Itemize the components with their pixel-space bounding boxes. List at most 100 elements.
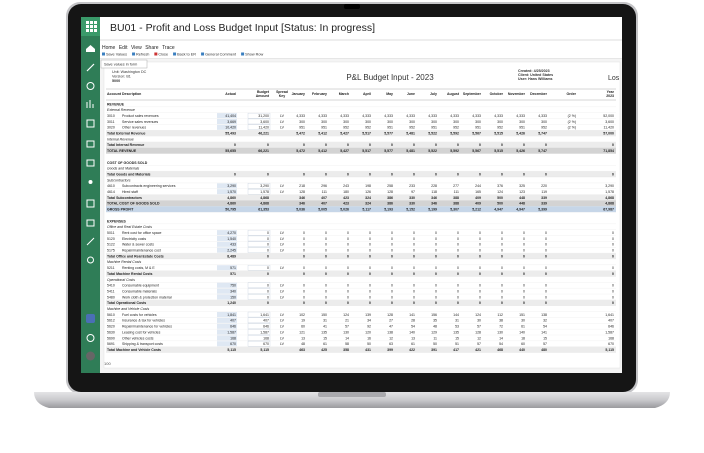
cell-value[interactable]: 952 <box>343 126 349 130</box>
cell-value[interactable]: 0 <box>413 295 415 299</box>
cell-value[interactable]: 0 <box>413 284 415 288</box>
cell-value[interactable]: 61 <box>411 342 415 346</box>
cell-value[interactable]: 0 <box>325 249 327 253</box>
input-cell[interactable] <box>247 294 271 300</box>
cell-value[interactable]: 0 <box>369 295 371 299</box>
cell-value[interactable]: 14 <box>499 336 503 340</box>
cell-value[interactable]: 300 <box>519 120 525 124</box>
cell-value[interactable]: 0 <box>457 295 459 299</box>
cell-value[interactable]: 0 <box>267 295 269 299</box>
cell-value[interactable]: 0 <box>325 266 327 270</box>
cell-value[interactable]: 670 <box>263 342 269 346</box>
cell-value[interactable]: 300 <box>409 120 415 124</box>
cell-value[interactable]: 4,333 <box>340 114 349 118</box>
cell-value[interactable]: 150 <box>321 313 327 317</box>
cell-value[interactable]: 0 <box>303 237 305 241</box>
cell-value[interactable]: 61 <box>323 342 327 346</box>
cell-value[interactable]: 0 <box>391 289 393 293</box>
input-cell[interactable] <box>247 183 271 189</box>
input-cell[interactable] <box>247 112 271 119</box>
menu-item[interactable]: Home <box>102 45 116 51</box>
toolbar-button[interactable]: Save Values <box>106 53 127 57</box>
cell-value[interactable]: 228 <box>431 184 437 188</box>
cell-value[interactable]: 0 <box>545 231 547 235</box>
toolbar-button[interactable]: Back to ER <box>177 53 196 57</box>
cell-value[interactable]: 4,333 <box>296 114 305 118</box>
menu-item[interactable]: Edit <box>119 45 128 51</box>
cell-value[interactable]: LV <box>280 330 285 334</box>
cell-value[interactable]: 0 <box>457 289 459 293</box>
input-cell[interactable] <box>247 124 271 131</box>
cell-value[interactable]: 57 <box>543 342 547 346</box>
cell-value[interactable]: 130 <box>497 330 503 334</box>
cell-value[interactable]: 138 <box>541 313 547 317</box>
cell-value[interactable]: 41 <box>323 325 327 329</box>
cell-value[interactable]: 144 <box>453 313 459 317</box>
cell-value[interactable]: 120 <box>365 330 371 334</box>
cell-value[interactable]: 11,420 <box>259 126 269 130</box>
cell-value[interactable]: 0 <box>267 237 269 241</box>
cell-value[interactable]: 951 <box>299 126 305 130</box>
cell-value[interactable]: 135 <box>321 330 327 334</box>
cell-value[interactable]: 30 <box>477 319 481 323</box>
cell-value[interactable]: 72 <box>499 325 503 329</box>
cell-value[interactable]: 4,333 <box>538 114 547 118</box>
input-cell[interactable] <box>247 229 271 236</box>
cell-value[interactable]: 0 <box>479 289 481 293</box>
cell-value[interactable]: 0 <box>523 289 525 293</box>
cell-value[interactable]: 151 <box>519 313 525 317</box>
cell-value[interactable]: 140 <box>409 330 415 334</box>
cell-value[interactable]: 0 <box>457 249 459 253</box>
cell-value[interactable]: 951 <box>387 126 393 130</box>
cell-value[interactable]: 51 <box>455 342 459 346</box>
cell-value[interactable]: 952 <box>541 126 547 130</box>
input-cell[interactable] <box>247 335 271 341</box>
cell-value[interactable]: LV <box>280 295 285 299</box>
cell-value[interactable]: 0 <box>267 231 269 235</box>
cell-value[interactable]: 0 <box>347 231 349 235</box>
cell-value[interactable]: 0 <box>347 295 349 299</box>
cell-value[interactable]: 951 <box>321 126 327 130</box>
cell-value[interactable]: 0 <box>267 243 269 247</box>
cell-value[interactable]: 0 <box>545 237 547 241</box>
cell-value[interactable]: 376 <box>497 184 503 188</box>
cell-value[interactable]: 0 <box>303 249 305 253</box>
cell-value[interactable]: 0 <box>501 266 503 270</box>
cell-value[interactable]: 58 <box>345 342 349 346</box>
cell-value[interactable]: 0 <box>545 243 547 247</box>
toolbar-button[interactable]: Show Row <box>245 53 263 57</box>
cell-value[interactable]: LV <box>280 114 285 118</box>
cell-value[interactable]: 0 <box>369 289 371 293</box>
cell-value[interactable]: 218 <box>299 184 305 188</box>
cell-value[interactable]: 0 <box>391 237 393 241</box>
cell-value[interactable]: 0 <box>391 243 393 247</box>
cell-value[interactable]: 118 <box>431 190 437 194</box>
input-cell[interactable] <box>247 341 271 347</box>
cell-value[interactable]: 0 <box>523 266 525 270</box>
cell-value[interactable]: 14 <box>345 336 349 340</box>
cell-value[interactable]: 0 <box>457 243 459 247</box>
cell-value[interactable]: 48 <box>433 325 437 329</box>
input-cell[interactable] <box>247 329 271 335</box>
cell-value[interactable]: 165 <box>475 190 481 194</box>
cell-value[interactable]: 0 <box>325 243 327 247</box>
cell-value[interactable]: 1,578 <box>260 190 269 194</box>
cell-value[interactable]: LV <box>280 342 285 346</box>
cell-value[interactable]: LV <box>280 184 285 188</box>
toolbar-button[interactable]: Refresh <box>136 53 149 57</box>
cell-value[interactable]: 38 <box>499 319 503 323</box>
toolbar-button[interactable]: General Comment <box>205 53 237 57</box>
cell-value[interactable]: 0 <box>347 237 349 241</box>
cell-value[interactable]: 47 <box>389 325 393 329</box>
cell-value[interactable]: 0 <box>413 289 415 293</box>
cell-value[interactable]: 0 <box>523 249 525 253</box>
cell-value[interactable]: 952 <box>453 126 459 130</box>
cell-value[interactable]: 0 <box>501 289 503 293</box>
cell-value[interactable]: 54 <box>411 325 415 329</box>
cell-value[interactable]: 126 <box>365 190 371 194</box>
cell-value[interactable]: 0 <box>325 295 327 299</box>
cell-value[interactable]: 0 <box>413 231 415 235</box>
cell-value[interactable]: 123 <box>519 190 525 194</box>
cell-value[interactable]: 0 <box>435 231 437 235</box>
cell-value[interactable]: 0 <box>267 284 269 288</box>
